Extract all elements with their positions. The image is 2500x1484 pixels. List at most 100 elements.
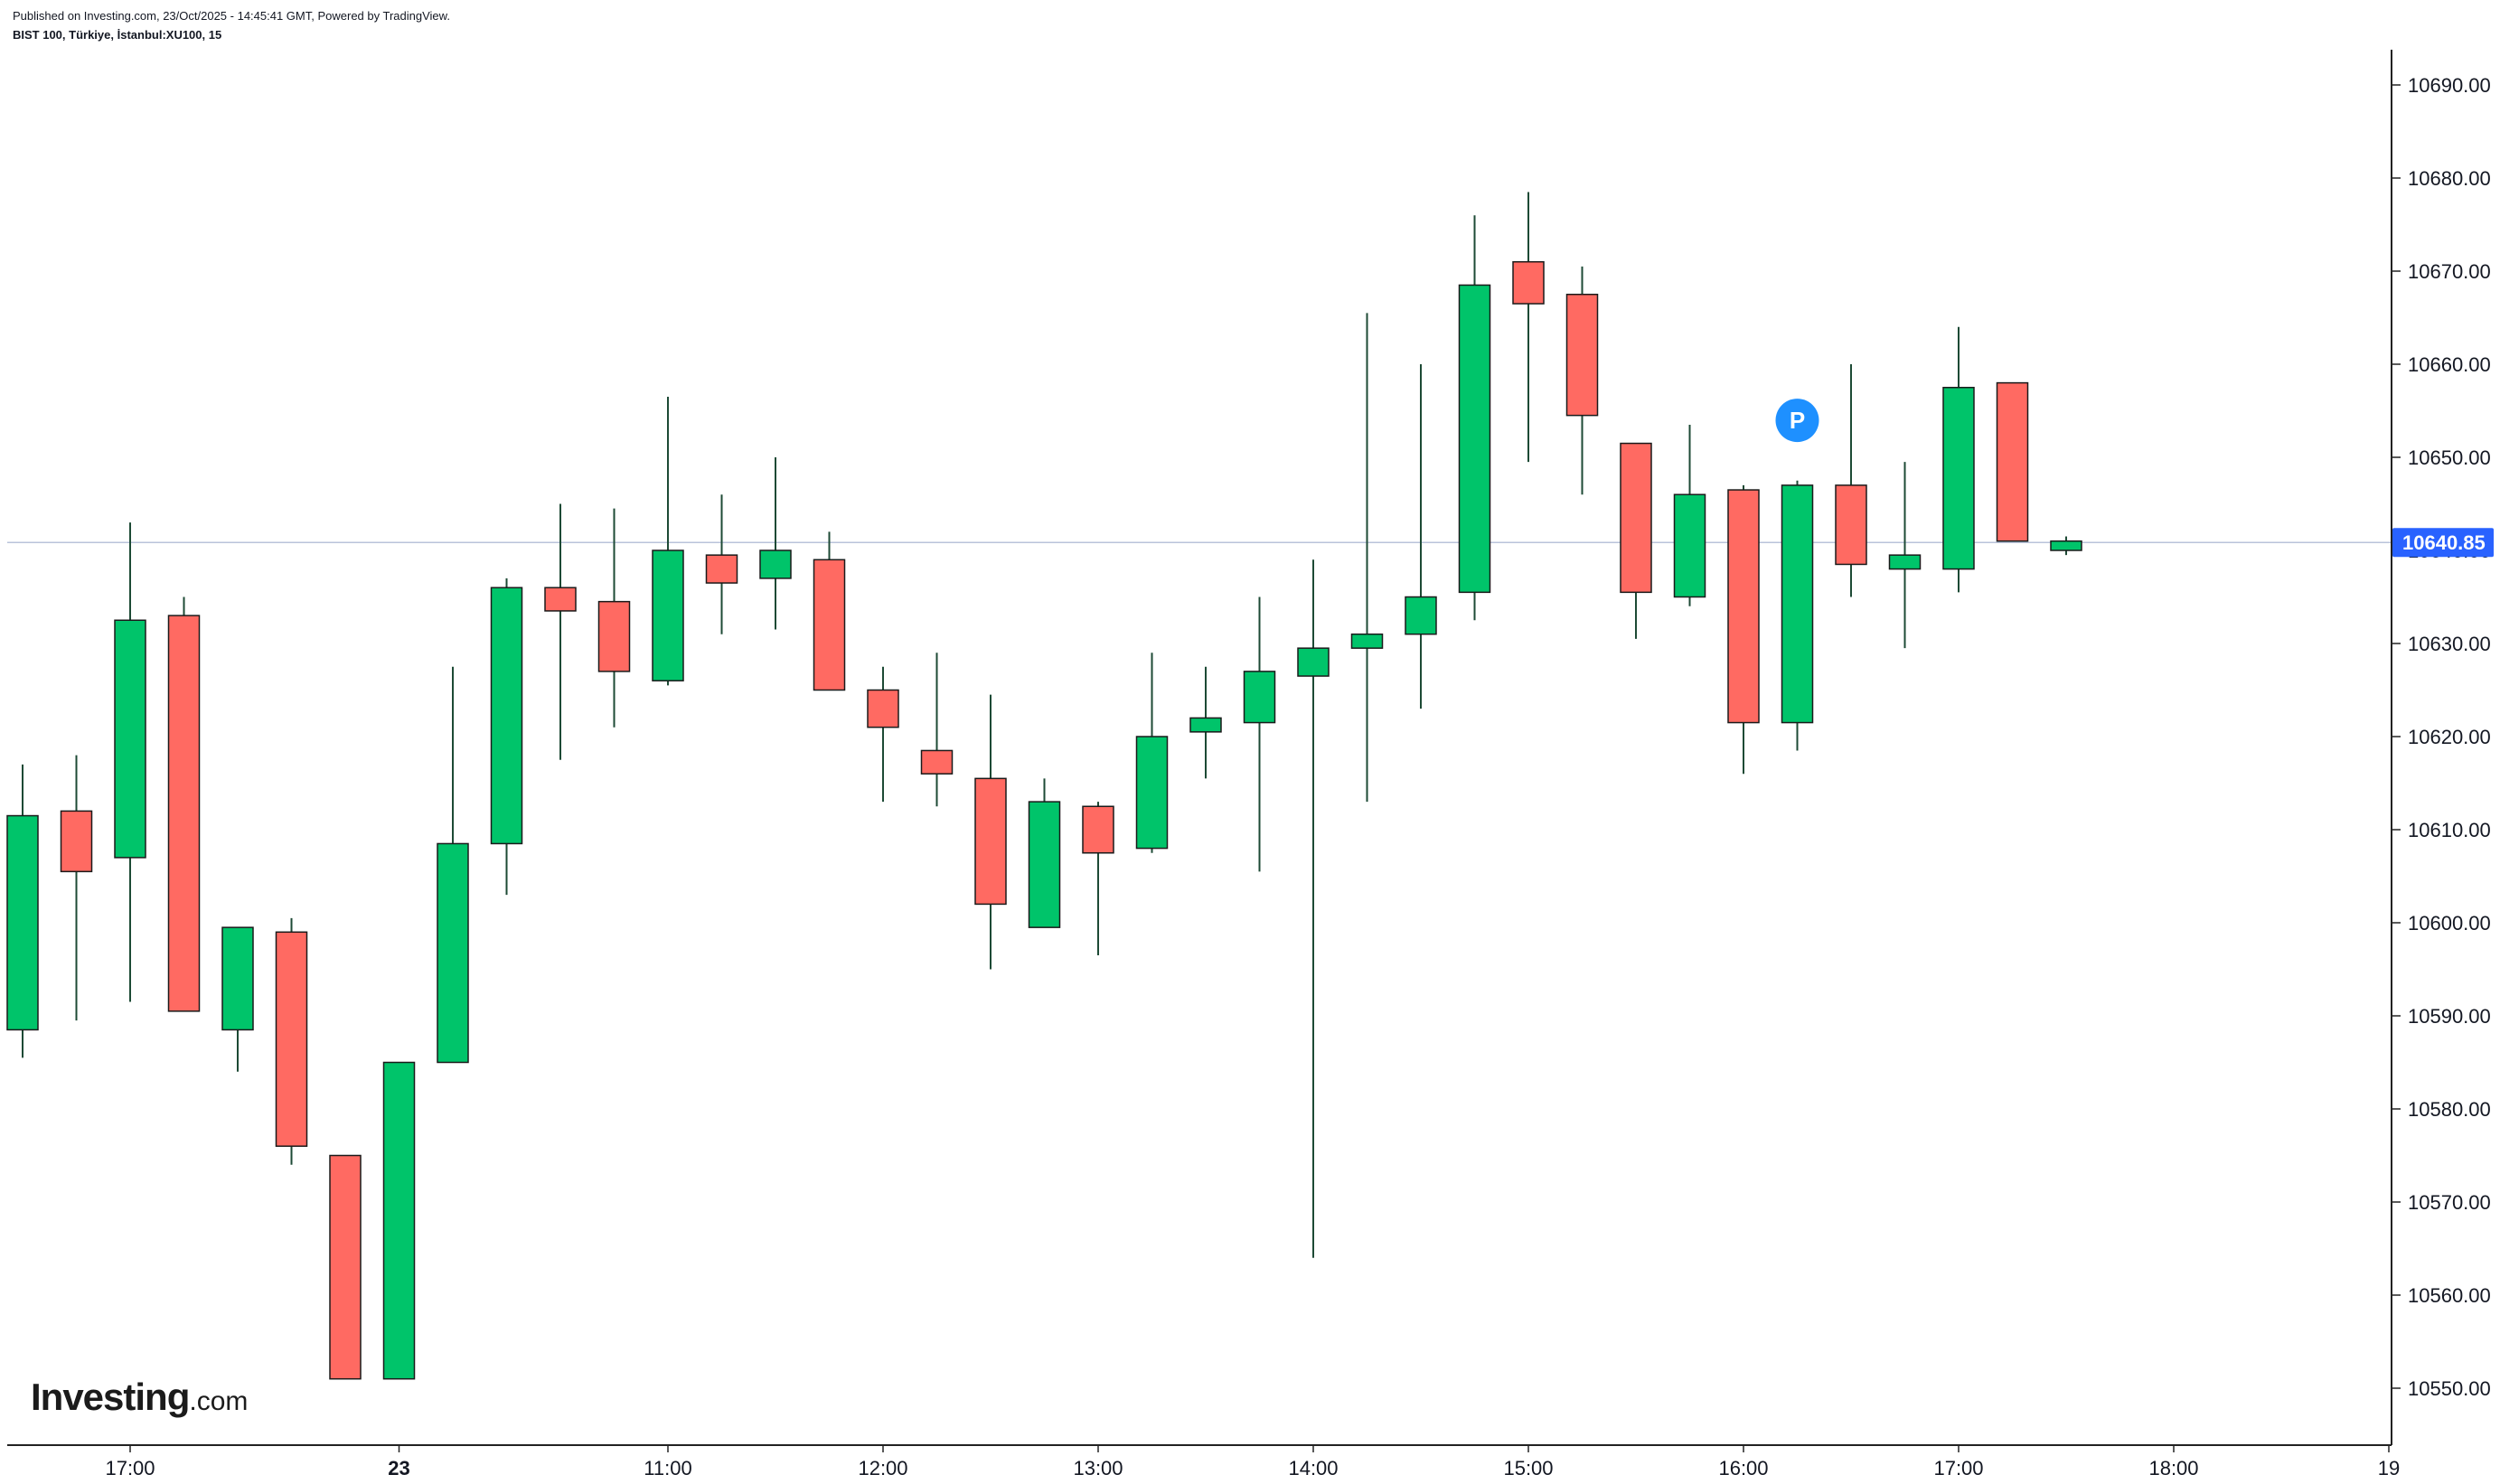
candle-body-down [1620,442,1652,594]
candle-body-up [1350,633,1384,649]
candle [759,457,792,630]
y-tick-label: 10670.00 [2408,260,2491,283]
y-tick-label: 10560.00 [2408,1284,2491,1307]
y-tick: 10630.00 [2392,633,2491,655]
candle-body-up [1405,596,1437,635]
y-tick-label: 10680.00 [2408,167,2491,190]
candle-body-up [652,549,684,681]
x-tick: 18:00 [2148,1445,2199,1479]
candle-body-up [759,549,792,579]
candle-body-up [1942,387,1975,570]
candle [437,666,469,1064]
logo-text: Investing [31,1376,190,1418]
x-tick: 19 [2378,1445,2400,1479]
candle [1512,192,1545,463]
y-tick: 10680.00 [2392,167,2491,190]
candle-body-down [167,615,201,1012]
candle [813,531,846,691]
candle [1297,559,1330,1258]
candle [1458,215,1491,621]
candle-body-down [705,554,738,584]
candle-body-up [1189,717,1222,733]
pivot-marker-circle[interactable] [1775,399,1819,443]
candle-body-down [813,559,846,691]
x-tick-label: 13:00 [1073,1457,1123,1479]
y-tick-label: 10570.00 [2408,1191,2491,1214]
candle [167,596,201,1012]
candle [1135,653,1169,853]
candle [329,1154,362,1380]
candle [1028,778,1061,928]
candle [114,522,146,1002]
y-tick: 10560.00 [2392,1284,2491,1307]
candle-body-up [1028,801,1061,928]
candle [1996,381,2029,542]
y-tick: 10670.00 [2392,260,2491,283]
candle-body-down [867,689,899,728]
x-tick: 13:00 [1073,1445,1123,1479]
candle [1082,802,1114,956]
investing-logo: Investing.com [31,1376,248,1419]
y-tick-label: 10550.00 [2408,1377,2491,1400]
candle-body-up [6,814,39,1031]
y-tick-label: 10650.00 [2408,446,2491,469]
candle [6,764,39,1058]
x-tick: 16:00 [1718,1445,1769,1479]
candle-body-up [437,842,469,1064]
candle-body-up [1297,647,1330,677]
candle-body-up [221,926,254,1031]
candle-body-down [1727,489,1760,724]
candle-body-down [544,587,577,612]
candle [1781,480,1814,751]
y-tick-label: 10580.00 [2408,1098,2491,1121]
candle-body-up [114,619,146,859]
y-axis-labels: 10550.00 10560.00 10570.00 10580.00 10590.00… [2392,74,2491,1400]
x-tick-label: 15:00 [1503,1457,1553,1479]
x-tick: 17:00 [105,1445,155,1479]
x-tick: 23 [388,1445,410,1479]
pivot-marker[interactable]: P [1775,399,1819,443]
y-tick: 10580.00 [2392,1098,2491,1121]
x-tick-label: 17:00 [1933,1457,1983,1479]
chart-header: Published on Investing.com, 23/Oct/2025 … [13,7,450,45]
y-tick: 10620.00 [2392,726,2491,748]
y-tick: 10690.00 [2392,74,2491,97]
candle-body-down [60,810,93,873]
x-tick: 12:00 [858,1445,908,1479]
published-note: Published on Investing.com, 23/Oct/2025 … [13,9,450,23]
y-tick-label: 10620.00 [2408,726,2491,748]
logo-suffix: .com [189,1386,249,1416]
candle [60,755,93,1021]
candle-body-up [1673,493,1706,598]
candle-body-down [1835,484,1867,566]
x-tick-label: 11:00 [644,1457,691,1479]
x-tick-label: 18:00 [2148,1457,2198,1479]
last-price-badge-layer: 10640.85 [2392,528,2494,558]
candle [221,926,254,1072]
y-tick: 10590.00 [2392,1005,2491,1028]
candle [597,508,631,728]
candle-body-down [1512,260,1545,305]
candle [1189,666,1222,779]
axes-layer [7,50,2392,1446]
candle [1565,266,1599,495]
x-tick: 11:00 [644,1445,692,1479]
candle-body-up [1135,736,1169,850]
candle-body-down [920,749,954,775]
candle [382,1061,416,1380]
x-tick-label: 14:00 [1288,1457,1338,1479]
candle-body-up [1458,284,1491,594]
candle-body-up [382,1061,416,1380]
candle [1673,424,1706,606]
candle-body-down [275,931,308,1147]
last-price-badge-bg [2392,528,2494,558]
candle [867,666,899,803]
candle-body-down [597,600,631,672]
y-tick-label: 10600.00 [2408,912,2491,935]
candle [275,917,308,1165]
last-price-badge-label: 10640.85 [2402,531,2486,554]
candle [1620,442,1652,639]
x-tick: 15:00 [1503,1445,1554,1479]
y-tick-label: 10690.00 [2408,74,2491,97]
